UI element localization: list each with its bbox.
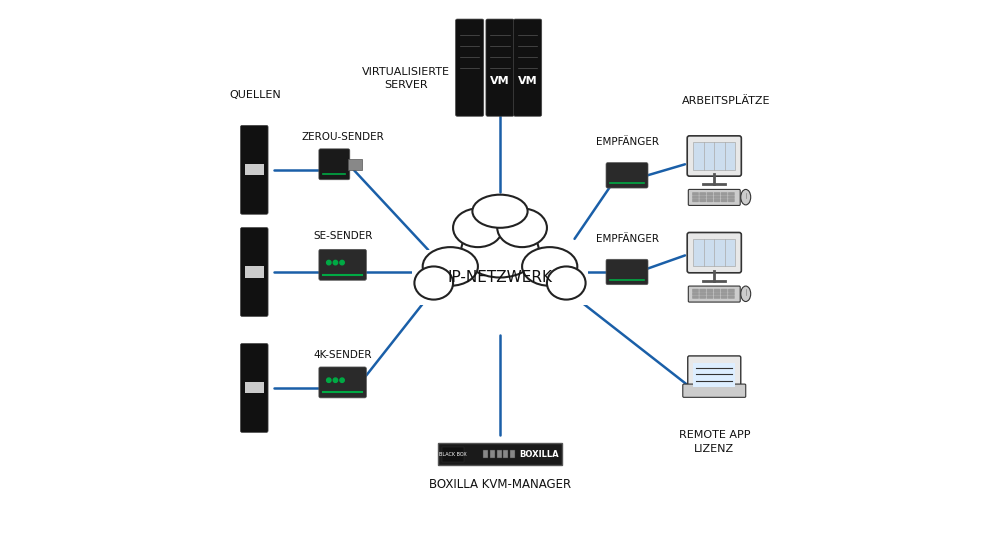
FancyBboxPatch shape — [699, 199, 706, 202]
FancyBboxPatch shape — [692, 295, 699, 299]
FancyBboxPatch shape — [240, 344, 268, 432]
Circle shape — [327, 260, 331, 265]
FancyBboxPatch shape — [692, 292, 699, 295]
FancyBboxPatch shape — [483, 450, 488, 458]
FancyBboxPatch shape — [412, 250, 588, 305]
FancyBboxPatch shape — [714, 292, 720, 295]
Text: ZEROU-SENDER: ZEROU-SENDER — [301, 132, 384, 142]
FancyBboxPatch shape — [606, 163, 648, 188]
FancyBboxPatch shape — [699, 292, 706, 295]
Text: REMOTE APP
LIZENZ: REMOTE APP LIZENZ — [679, 431, 750, 453]
FancyBboxPatch shape — [438, 443, 562, 465]
Circle shape — [340, 378, 344, 382]
FancyBboxPatch shape — [245, 266, 264, 278]
Ellipse shape — [453, 209, 503, 247]
FancyBboxPatch shape — [688, 356, 741, 392]
FancyBboxPatch shape — [714, 289, 720, 292]
FancyBboxPatch shape — [707, 199, 713, 202]
FancyBboxPatch shape — [728, 195, 735, 199]
FancyBboxPatch shape — [721, 292, 728, 295]
FancyBboxPatch shape — [319, 149, 350, 180]
Text: BOXILLA KVM-MANAGER: BOXILLA KVM-MANAGER — [429, 478, 571, 491]
FancyBboxPatch shape — [514, 19, 542, 116]
Ellipse shape — [472, 195, 528, 228]
Text: 4K-SENDER: 4K-SENDER — [313, 350, 372, 360]
FancyBboxPatch shape — [693, 363, 735, 387]
Ellipse shape — [423, 247, 478, 286]
Ellipse shape — [522, 247, 577, 286]
FancyBboxPatch shape — [683, 384, 746, 397]
FancyBboxPatch shape — [721, 295, 728, 299]
FancyBboxPatch shape — [693, 239, 735, 266]
FancyBboxPatch shape — [707, 292, 713, 295]
FancyBboxPatch shape — [721, 195, 728, 199]
FancyBboxPatch shape — [721, 192, 728, 195]
Text: SE-SENDER: SE-SENDER — [313, 231, 372, 241]
Ellipse shape — [497, 209, 547, 247]
FancyBboxPatch shape — [240, 228, 268, 316]
FancyBboxPatch shape — [714, 192, 720, 195]
FancyBboxPatch shape — [319, 367, 366, 398]
FancyBboxPatch shape — [606, 259, 648, 285]
FancyBboxPatch shape — [692, 289, 699, 292]
FancyBboxPatch shape — [240, 125, 268, 214]
Text: EMPFÄNGER: EMPFÄNGER — [596, 137, 659, 147]
Ellipse shape — [741, 189, 751, 205]
Circle shape — [340, 260, 344, 265]
Circle shape — [327, 378, 331, 382]
FancyBboxPatch shape — [348, 159, 362, 170]
FancyBboxPatch shape — [707, 192, 713, 195]
FancyBboxPatch shape — [503, 450, 508, 458]
FancyBboxPatch shape — [714, 199, 720, 202]
FancyBboxPatch shape — [728, 192, 735, 195]
FancyBboxPatch shape — [245, 164, 264, 175]
FancyBboxPatch shape — [692, 192, 699, 195]
Text: BLACK BOX: BLACK BOX — [439, 452, 467, 457]
FancyBboxPatch shape — [319, 249, 366, 280]
FancyBboxPatch shape — [699, 192, 706, 195]
FancyBboxPatch shape — [699, 295, 706, 299]
Ellipse shape — [461, 223, 539, 278]
FancyBboxPatch shape — [687, 136, 741, 176]
Text: VM: VM — [490, 77, 510, 87]
FancyBboxPatch shape — [442, 447, 464, 462]
FancyBboxPatch shape — [714, 195, 720, 199]
FancyBboxPatch shape — [728, 289, 735, 292]
FancyBboxPatch shape — [688, 189, 740, 205]
FancyBboxPatch shape — [688, 286, 740, 302]
Ellipse shape — [547, 266, 586, 300]
FancyBboxPatch shape — [728, 295, 735, 299]
FancyBboxPatch shape — [687, 233, 741, 273]
FancyBboxPatch shape — [456, 19, 484, 116]
FancyBboxPatch shape — [728, 292, 735, 295]
FancyBboxPatch shape — [245, 382, 264, 393]
FancyBboxPatch shape — [707, 295, 713, 299]
FancyBboxPatch shape — [510, 450, 515, 458]
Text: ARBEITSPLÄTZE: ARBEITSPLÄTZE — [682, 96, 771, 106]
FancyBboxPatch shape — [490, 450, 495, 458]
Text: IP-NETZWERK: IP-NETZWERK — [448, 270, 552, 285]
FancyBboxPatch shape — [699, 289, 706, 292]
FancyBboxPatch shape — [728, 199, 735, 202]
FancyBboxPatch shape — [692, 195, 699, 199]
Text: EMPFÄNGER: EMPFÄNGER — [596, 234, 659, 244]
Circle shape — [333, 260, 338, 265]
Text: VIRTUALISIERTE
SERVER: VIRTUALISIERTE SERVER — [362, 67, 450, 90]
FancyBboxPatch shape — [693, 143, 735, 169]
Text: BOXILLA: BOXILLA — [519, 450, 558, 459]
FancyBboxPatch shape — [692, 199, 699, 202]
FancyBboxPatch shape — [497, 450, 502, 458]
Ellipse shape — [414, 266, 453, 300]
FancyBboxPatch shape — [707, 195, 713, 199]
FancyBboxPatch shape — [721, 289, 728, 292]
FancyBboxPatch shape — [707, 289, 713, 292]
FancyBboxPatch shape — [699, 195, 706, 199]
Text: QUELLEN: QUELLEN — [229, 90, 281, 100]
FancyBboxPatch shape — [714, 295, 720, 299]
Ellipse shape — [741, 286, 751, 301]
Text: VM: VM — [518, 77, 537, 87]
Circle shape — [333, 378, 338, 382]
FancyBboxPatch shape — [721, 199, 728, 202]
FancyBboxPatch shape — [486, 19, 514, 116]
